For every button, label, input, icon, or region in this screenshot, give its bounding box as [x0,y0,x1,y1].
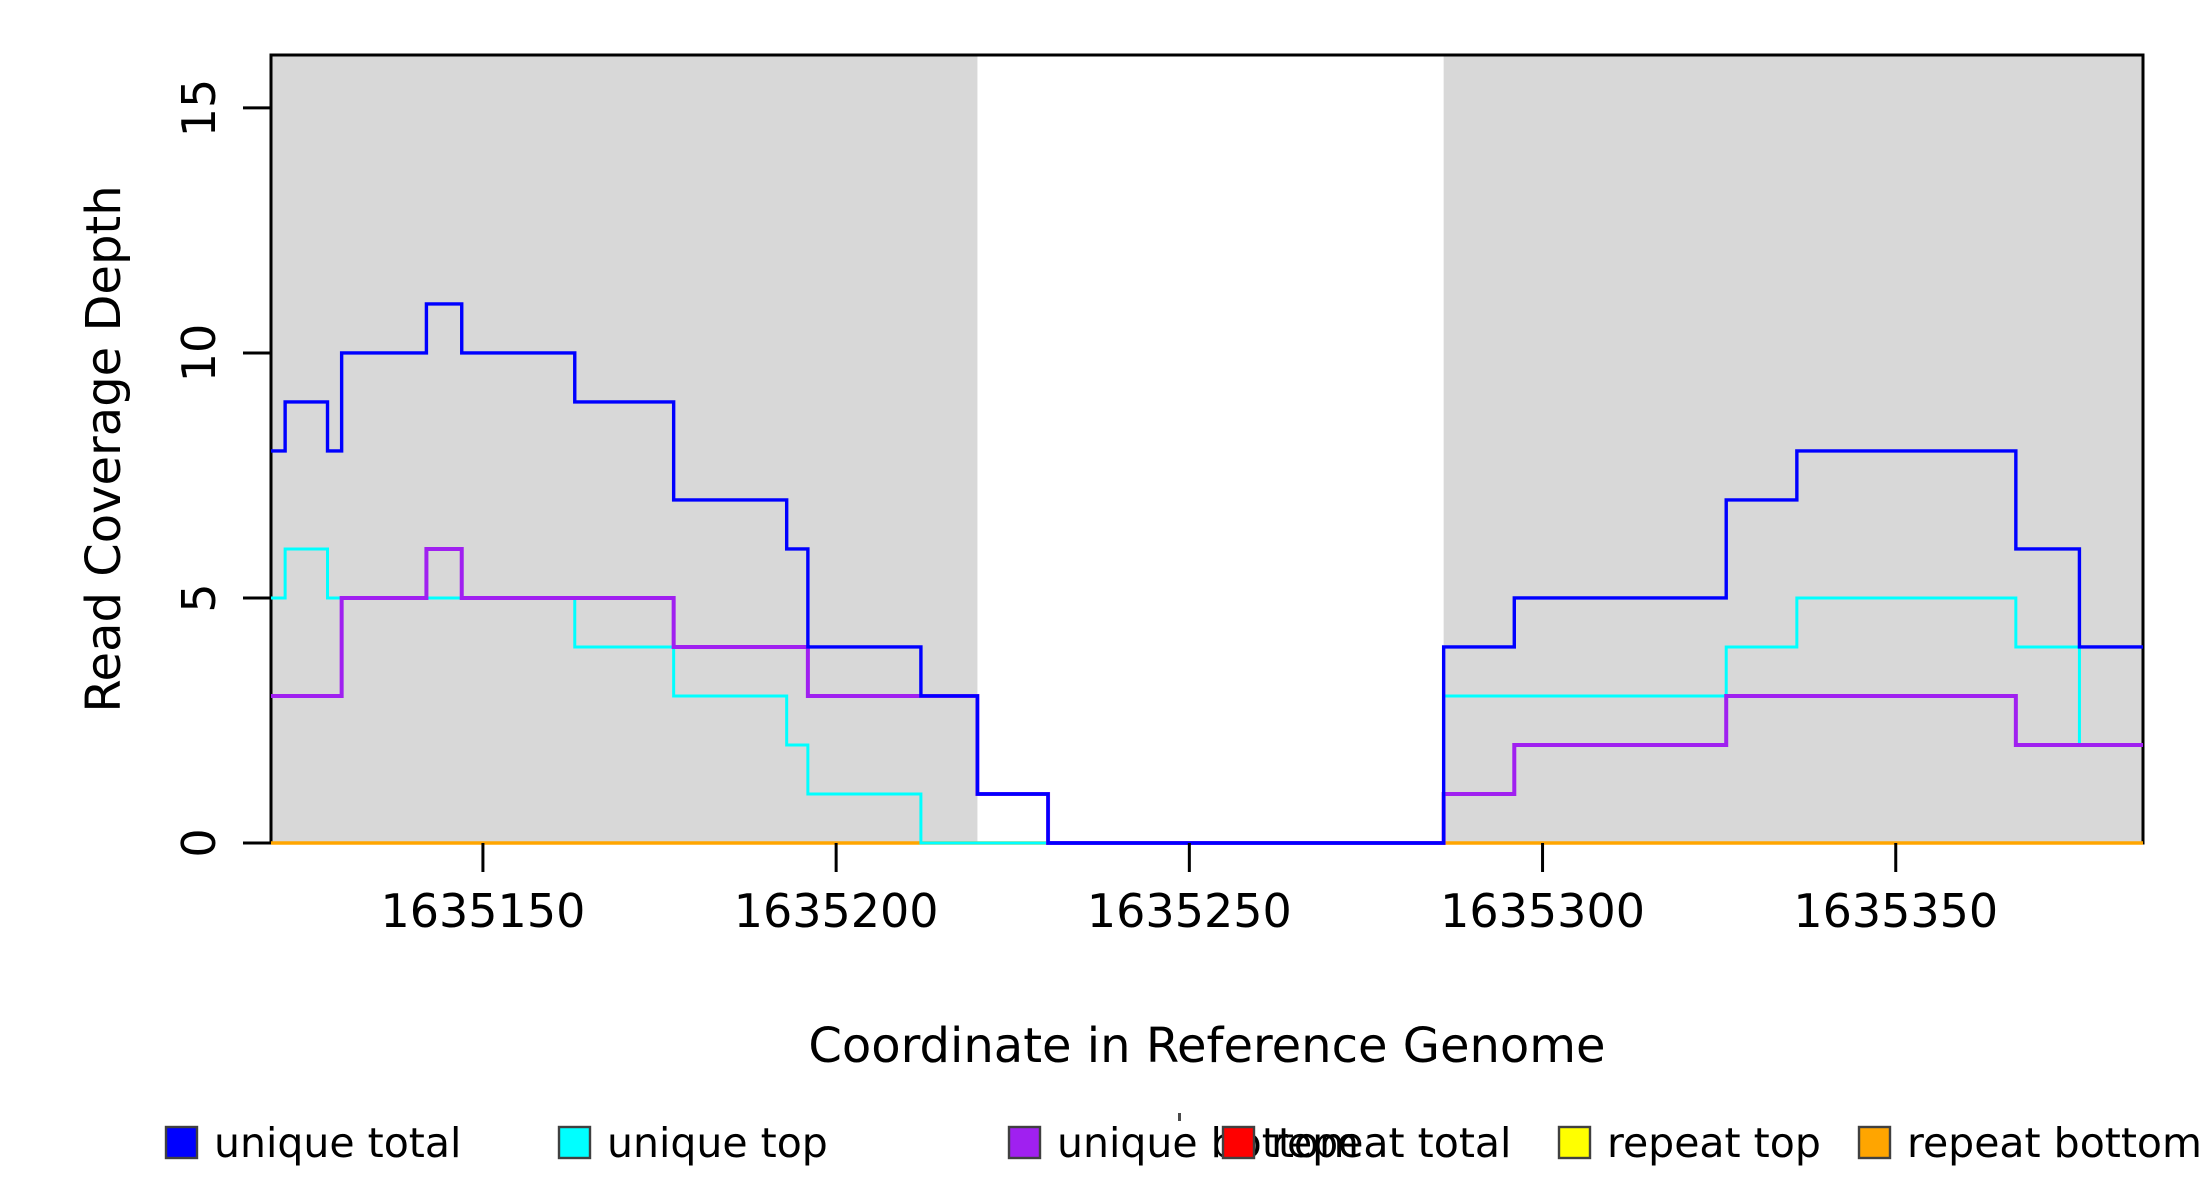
y-tick-label: 5 [172,583,226,612]
legend-swatch-unique-bottom [1007,1125,1042,1160]
shaded-region [1443,55,2143,843]
x-axis-title: Coordinate in Reference Genome [808,1018,1605,1074]
legend-label: repeat bottom [1907,1119,2200,1167]
y-tick-label: 15 [172,79,226,138]
y-tick-label: 10 [172,324,226,383]
legend-label: unique top [607,1119,828,1167]
legend-label: unique total [214,1119,461,1167]
y-axis-title: Read Coverage Depth [76,185,132,712]
x-tick-label: 1635350 [1793,884,1998,938]
x-tick-label: 1635200 [734,884,939,938]
x-tick-label: 1635300 [1440,884,1645,938]
x-tick-label: 1635250 [1087,884,1292,938]
legend-swatch-repeat-top [1557,1125,1592,1160]
legend-label: repeat total [1271,1119,1511,1167]
legend-label: unique bottom [1057,1119,1359,1167]
shaded-region [271,55,978,843]
series-line-unique-total [271,302,2143,845]
legend-swatch-unique-top [557,1125,592,1160]
y-tick-label: 0 [172,828,226,857]
legend-label: repeat top [1607,1119,1821,1167]
legend-swatch-unique-total [164,1125,199,1160]
x-tick-label: 1635150 [380,884,585,938]
stray-mark [1178,1113,1181,1121]
legend-swatch-repeat-bottom [1857,1125,1892,1160]
legend-swatch-repeat-total [1221,1125,1256,1160]
